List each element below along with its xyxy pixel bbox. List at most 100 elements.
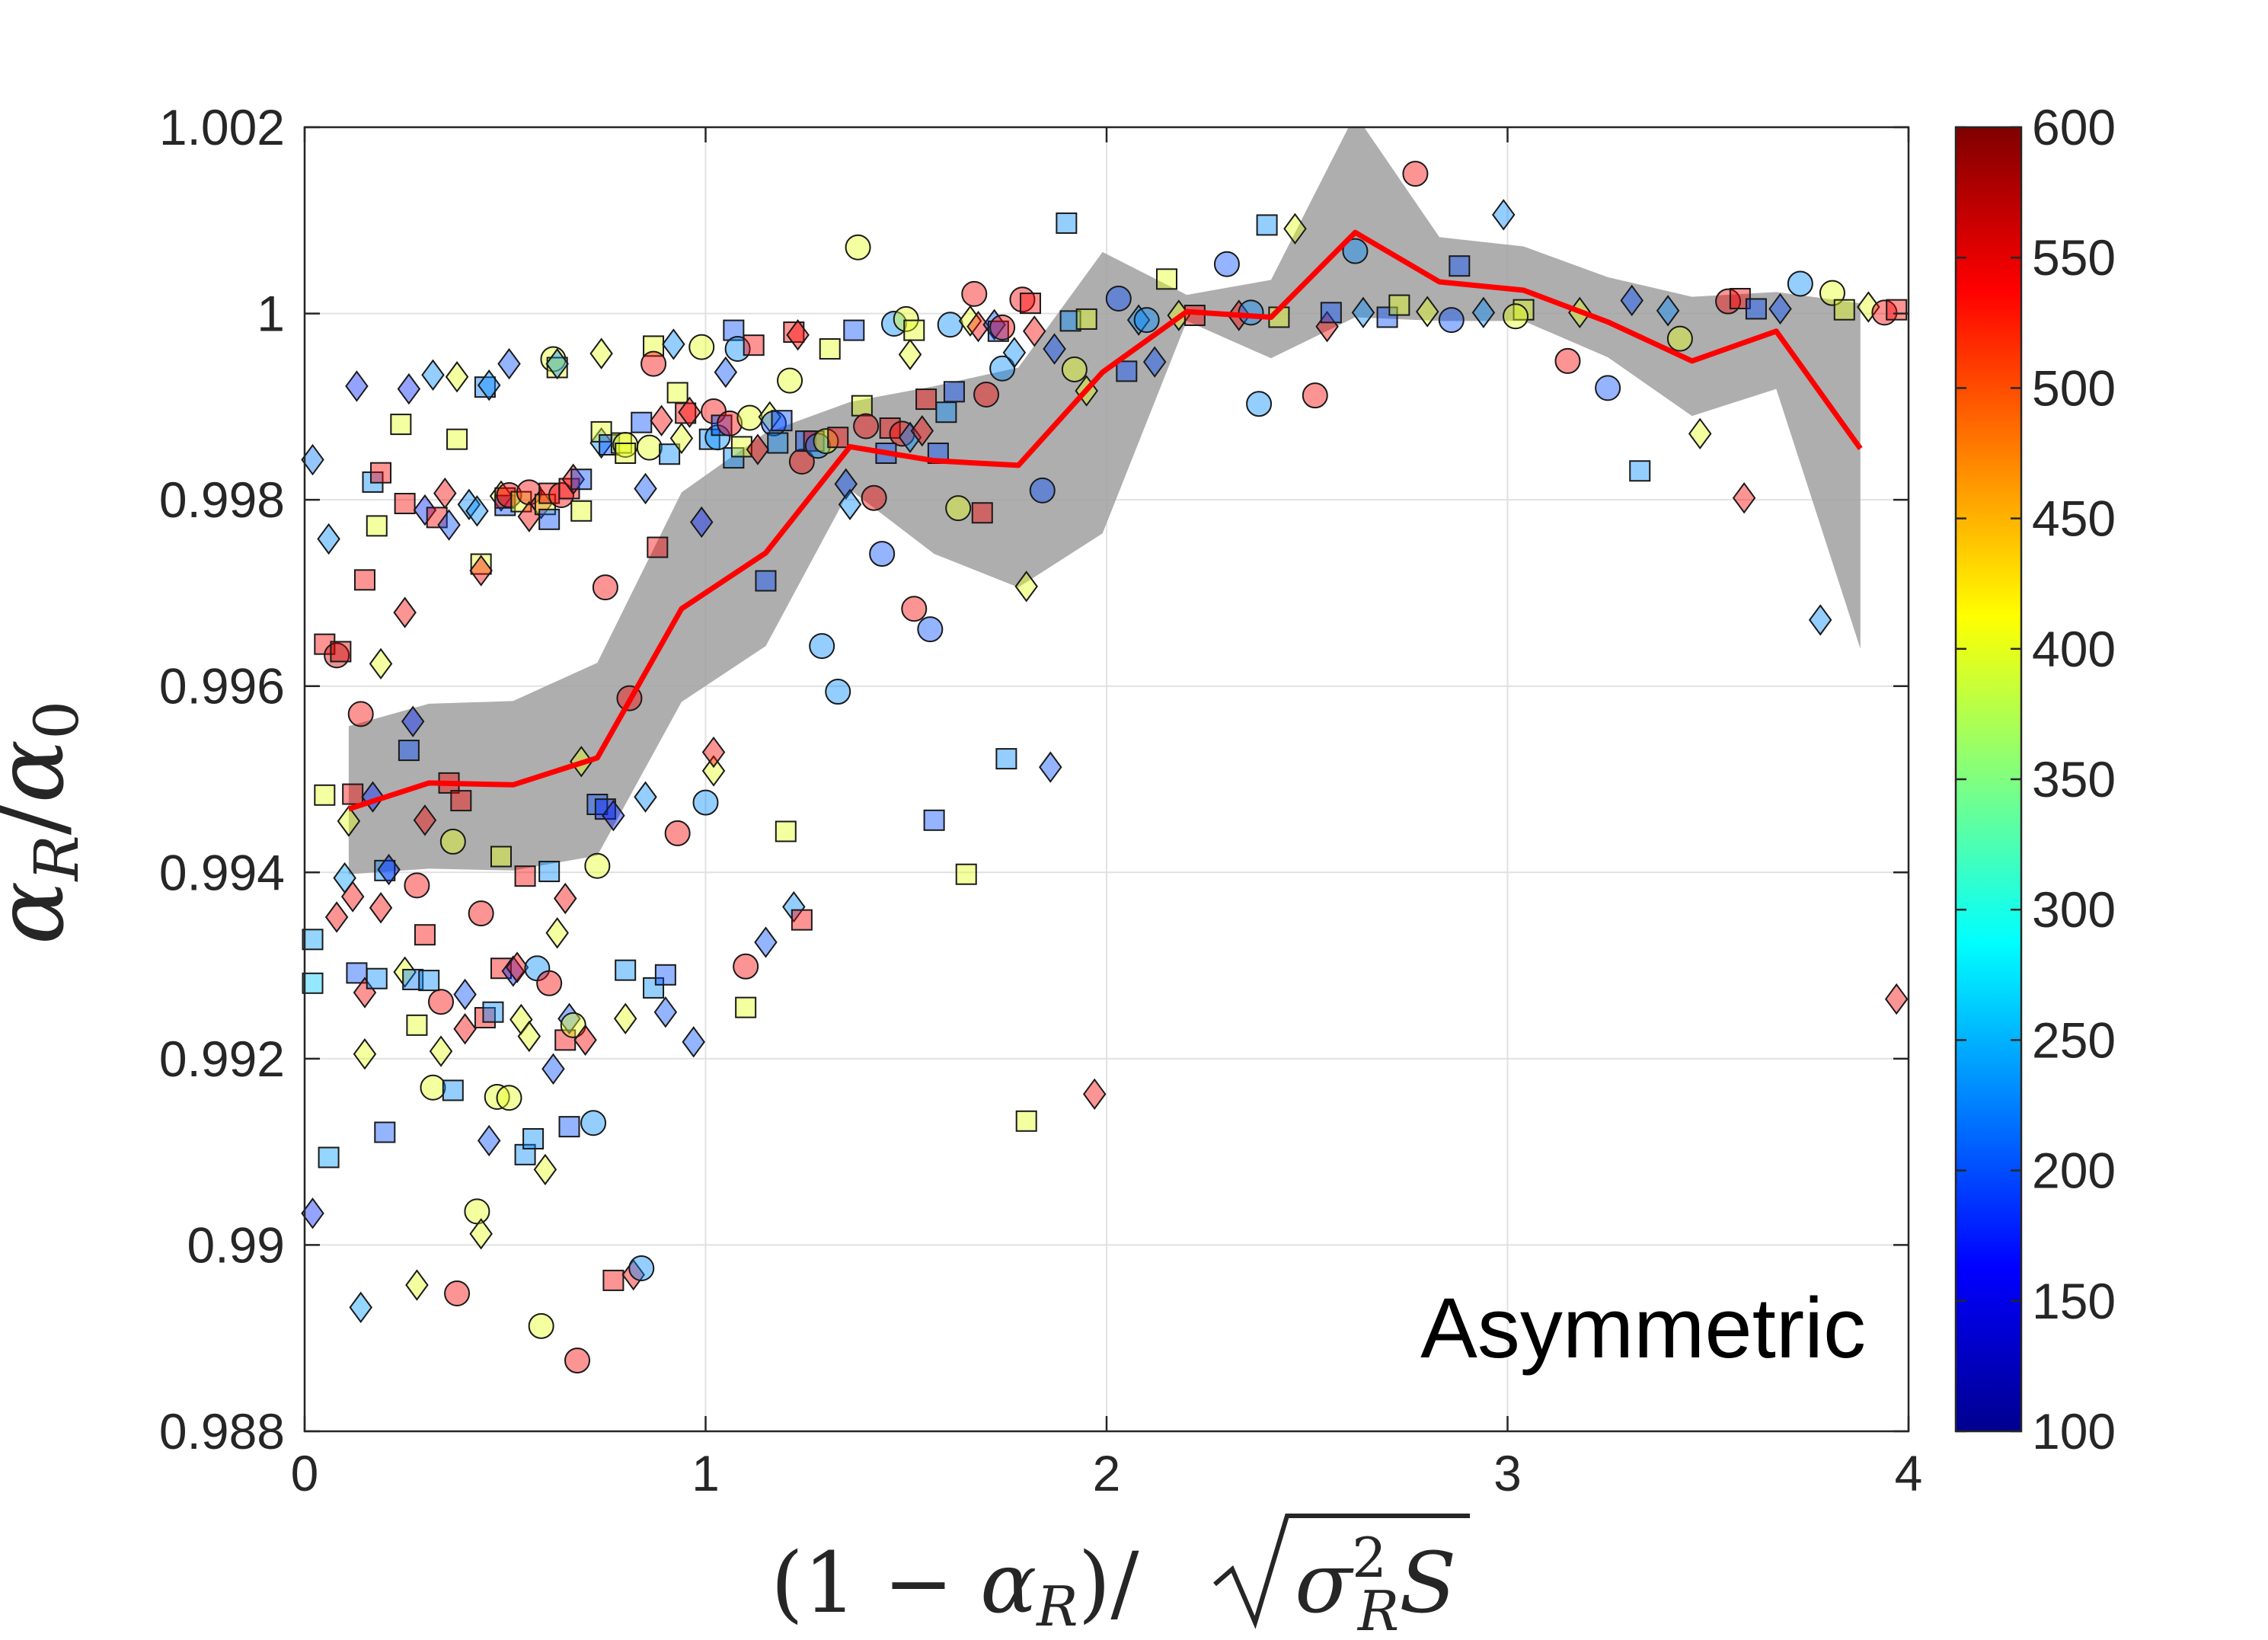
scatter-point-diamond-69	[469, 555, 493, 587]
scatter-point-diamond-266	[1283, 213, 1307, 245]
scatter-point-square-202	[843, 319, 865, 341]
scatter-point-diamond-82	[497, 347, 521, 380]
colorbar-tick-label-0: 100	[2032, 1403, 2116, 1459]
scatter-point-square-70	[474, 1007, 496, 1029]
scatter-point-circle-84	[496, 1085, 522, 1111]
scatter-point-square-162	[698, 428, 720, 450]
scatter-point-square-122	[586, 794, 609, 816]
scatter-point-diamond-60	[445, 361, 469, 393]
scatter-point-diamond-292	[1732, 482, 1756, 514]
scatter-point-diamond-138	[621, 1258, 645, 1291]
scatter-point-diamond-244	[1039, 751, 1062, 783]
scatter-point-diamond-35	[393, 956, 417, 988]
y-label-alpha-r: α	[0, 881, 85, 945]
scatter-point-square-101	[538, 861, 561, 883]
scatter-point-diamond-148	[650, 404, 673, 436]
scatter-point-diamond-85	[505, 951, 529, 983]
scatter-point-diamond-124	[589, 427, 613, 459]
scatter-point-square-100	[538, 508, 561, 530]
colorbar-tick-label-8: 500	[2032, 360, 2116, 416]
scatter-point-square-177	[743, 334, 765, 356]
scatter-point-square-33	[394, 493, 416, 515]
scatter-point-circle-235	[989, 355, 1016, 382]
colorbar-ticks: 100 150 200 250 300 350 400 450 500 550 600	[1956, 99, 2116, 1459]
scatter-point-diamond-157	[678, 396, 701, 428]
scatter-point-square-216	[903, 319, 925, 341]
scatter-point-diamond-63	[457, 488, 481, 520]
scatter-point-square-118	[570, 468, 593, 491]
scatter-point-diamond-294	[1768, 293, 1792, 325]
scatter-point-diamond-28	[369, 892, 393, 924]
scatter-point-diamond-278	[1471, 296, 1496, 329]
uncertainty-band-layer	[348, 127, 1861, 874]
scatter-point-diamond-27	[369, 647, 393, 680]
scatter-point-diamond-15	[345, 370, 369, 402]
scatter-point-diamond-31	[377, 853, 401, 886]
scatter-point-circle-284	[1595, 375, 1621, 401]
scatter-point-diamond-38	[401, 705, 425, 737]
scatter-point-diamond-6	[317, 523, 340, 555]
scatter-point-circle-154	[664, 820, 691, 846]
scatter-point-square-131	[602, 1269, 624, 1291]
scatter-point-square-293	[1745, 298, 1767, 320]
scatter-point-circle-194	[804, 433, 831, 459]
scatter-point-square-145	[643, 977, 665, 999]
scatter-point-circle-127	[592, 574, 618, 601]
colorbar-tick-label-6: 400	[2032, 621, 2116, 677]
y-tick-label-5: 0.998	[159, 472, 285, 528]
scatter-point-square-151	[659, 443, 681, 465]
scatter-point-square-139	[631, 411, 653, 433]
scatter-point-square-174	[735, 996, 757, 1018]
scatter-point-square-184	[771, 410, 793, 432]
scatter-point-circle-186	[777, 367, 803, 394]
scatter-point-circle-260	[1213, 251, 1240, 277]
scatter-point-circle-206	[861, 484, 887, 511]
scatter-point-diamond-237	[1002, 337, 1027, 369]
scatter-point-circle-17	[347, 701, 374, 727]
scatter-point-square-26	[370, 462, 392, 484]
scatter-point-circle-295	[1787, 270, 1813, 297]
scatter-point-circle-190	[788, 449, 815, 475]
scatter-point-diamond-299	[1857, 291, 1880, 323]
y-tick-label-4: 0.996	[159, 658, 285, 715]
scatter-point-circle-297	[1819, 280, 1845, 306]
scatter-point-circle-231	[973, 381, 1000, 408]
scatter-point-diamond-20	[353, 1038, 377, 1070]
scatter-point-square-236	[995, 748, 1017, 770]
scatter-point-diamond-133	[613, 1002, 637, 1034]
scatter-point-square-30	[374, 1121, 396, 1143]
scatter-point-circle-255	[1133, 307, 1160, 334]
colorbar-tick-label-10: 600	[2032, 99, 2116, 155]
scatter-point-square-220	[923, 809, 945, 831]
scatter-point-square-224	[943, 381, 965, 403]
scatter-point-diamond-52	[433, 477, 457, 510]
scatter-point-circle-282	[1554, 347, 1581, 374]
scatter-point-diamond-44	[413, 494, 437, 526]
x-label-radicand: σ2 RS	[1295, 1526, 1456, 1640]
scatter-point-diamond-200	[834, 468, 858, 500]
scatter-point-diamond-114	[561, 463, 585, 495]
colorbar-tick-label-4: 300	[2032, 881, 2116, 938]
y-tick-label-6: 1	[257, 286, 285, 342]
colorbar-tick-label-2: 200	[2032, 1143, 2116, 1199]
scatter-point-diamond-126	[589, 337, 613, 369]
scatter-point-circle-288	[1666, 325, 1693, 352]
colorbar	[1954, 126, 2023, 1433]
svg-text:αR/α0: αR/α0	[0, 701, 92, 945]
scatter-point-circle-263	[1246, 391, 1273, 417]
scatter-point-circle-205	[853, 413, 880, 440]
scatter-point-square-113	[558, 1116, 580, 1138]
colorbar-tick-label-1: 150	[2032, 1273, 2116, 1329]
scatter-point-square-301	[1886, 299, 1908, 321]
scatter-point-circle-55	[439, 828, 466, 855]
scatter-point-square-40	[406, 1014, 428, 1036]
scatter-point-diamond-34	[393, 596, 417, 628]
y-tick-label-1: 0.99	[187, 1216, 285, 1273]
scatter-point-diamond-36	[397, 372, 421, 405]
scatter-point-circle-123	[584, 852, 611, 879]
scatter-point-diamond-152	[662, 328, 685, 360]
scatter-point-circle-116	[564, 1347, 591, 1374]
scatter-point-diamond-289	[1688, 417, 1712, 450]
scatter-point-diamond-48	[421, 359, 445, 391]
scatter-point-circle-81	[496, 482, 522, 509]
